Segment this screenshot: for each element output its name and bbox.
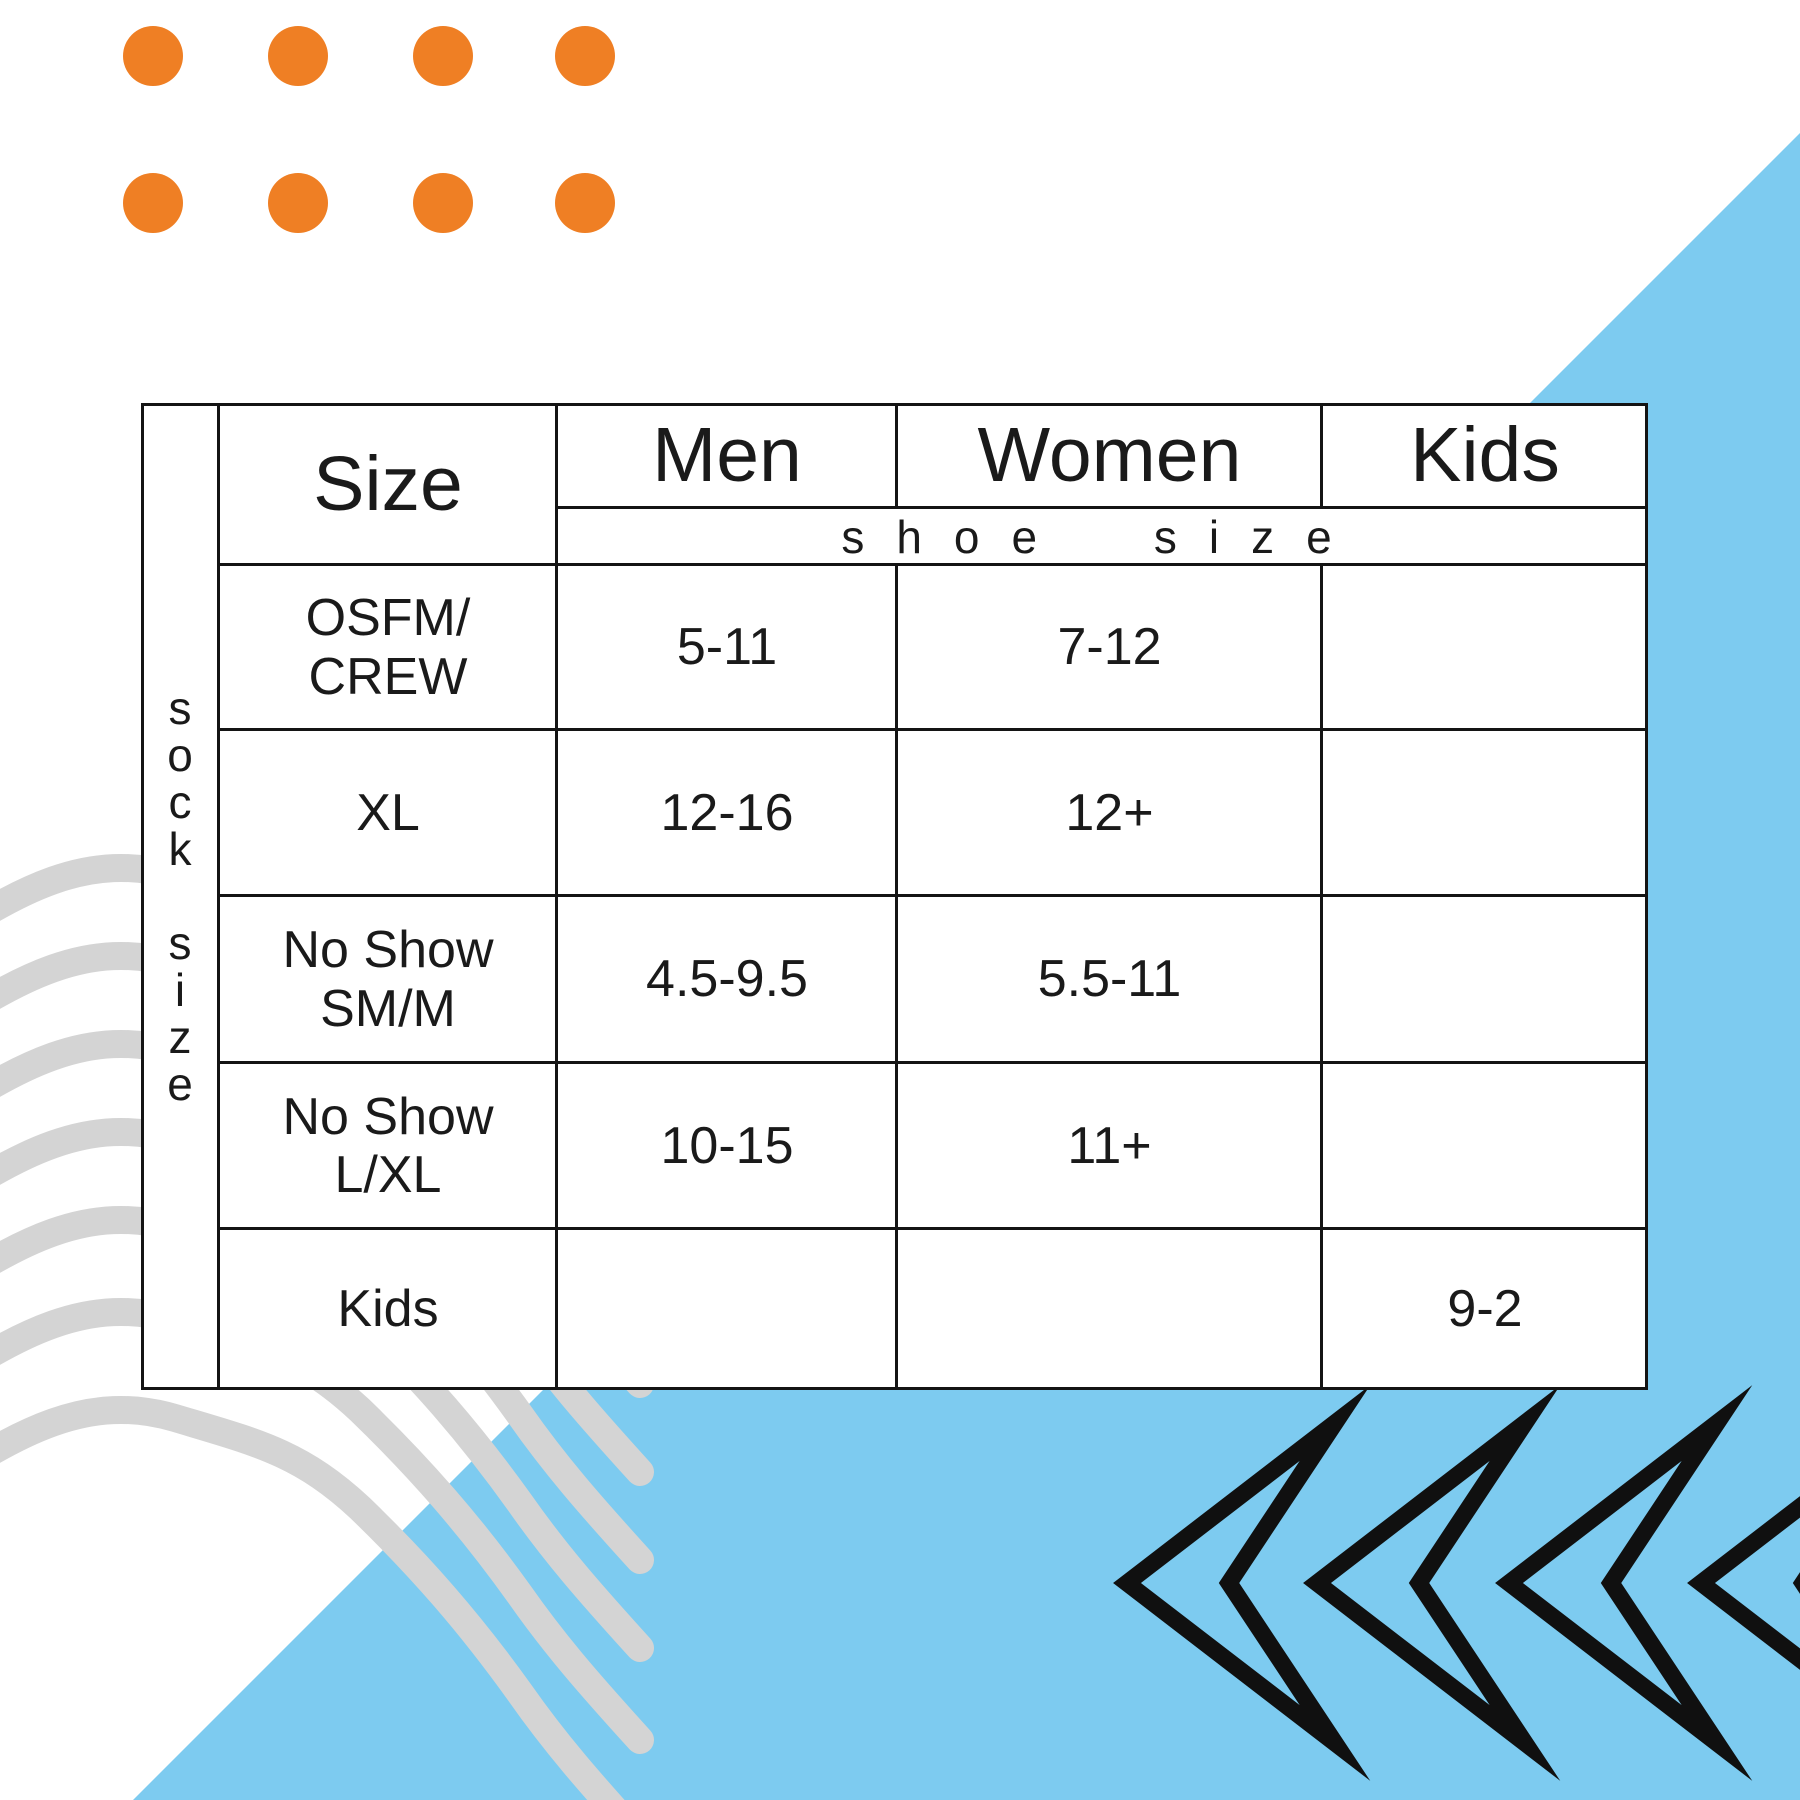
grid-line xyxy=(895,565,898,1390)
grid-line xyxy=(219,728,1648,731)
chevron-icon xyxy=(1687,1496,1800,1670)
dot-grid xyxy=(123,26,615,233)
dot-icon xyxy=(123,26,183,86)
grid-line xyxy=(557,506,1648,509)
cell-size-0: OSFM/ CREW xyxy=(305,589,471,706)
grid-line xyxy=(895,403,898,508)
cell-men-4 xyxy=(557,1229,897,1390)
grid-line xyxy=(1320,565,1323,1390)
header-women: Women xyxy=(977,412,1242,499)
header-kids: Kids xyxy=(1410,412,1560,499)
cell-size-3: No Show L/XL xyxy=(282,1087,494,1204)
grid-line xyxy=(219,1061,1648,1064)
cell-men-2: 4.5-9.5 xyxy=(646,950,808,1009)
dot-icon xyxy=(268,173,328,233)
dot-icon xyxy=(555,173,615,233)
cell-men-3: 10-15 xyxy=(660,1116,794,1175)
cell-men-0: 5-11 xyxy=(676,618,778,677)
dot-icon xyxy=(413,173,473,233)
dot-icon xyxy=(555,26,615,86)
cell-kids-4: 9-2 xyxy=(1447,1280,1523,1339)
cell-kids-0 xyxy=(1322,565,1648,730)
cell-size-2: No Show SM/M xyxy=(282,921,494,1038)
chevron-icon xyxy=(1303,1385,1561,1781)
cell-women-3: 11+ xyxy=(1067,1116,1152,1175)
grid-line xyxy=(219,894,1648,897)
grid-line xyxy=(1320,403,1323,508)
header-size: Size xyxy=(313,440,463,527)
subheader-shoe-size: shoe size xyxy=(841,510,1364,563)
cell-kids-2 xyxy=(1322,896,1648,1063)
cell-women-1: 12+ xyxy=(1065,783,1154,842)
cell-size-1: XL xyxy=(356,783,420,842)
grid-line xyxy=(219,563,1648,566)
cell-men-1: 12-16 xyxy=(660,783,794,842)
cell-women-0: 7-12 xyxy=(1057,618,1162,677)
row-axis-label-sock-size: s o c k s i z e xyxy=(167,682,193,1110)
chevron-icon xyxy=(1113,1385,1371,1781)
cell-women-4 xyxy=(897,1229,1322,1390)
cell-kids-3 xyxy=(1322,1063,1648,1229)
dot-icon xyxy=(413,26,473,86)
header-men: Men xyxy=(652,412,802,499)
chevron-arrows xyxy=(1113,1385,1800,1781)
dot-icon xyxy=(123,173,183,233)
grid-line xyxy=(217,403,220,1390)
cell-size-4: Kids xyxy=(337,1280,439,1339)
wave-stroke xyxy=(0,1395,625,1800)
wave-stroke xyxy=(0,1297,654,1754)
grid-line xyxy=(219,1227,1648,1230)
chevron-icon xyxy=(1495,1385,1753,1781)
dot-icon xyxy=(268,26,328,86)
cell-kids-1 xyxy=(1322,730,1648,896)
cell-women-2: 5.5-11 xyxy=(1037,950,1182,1009)
